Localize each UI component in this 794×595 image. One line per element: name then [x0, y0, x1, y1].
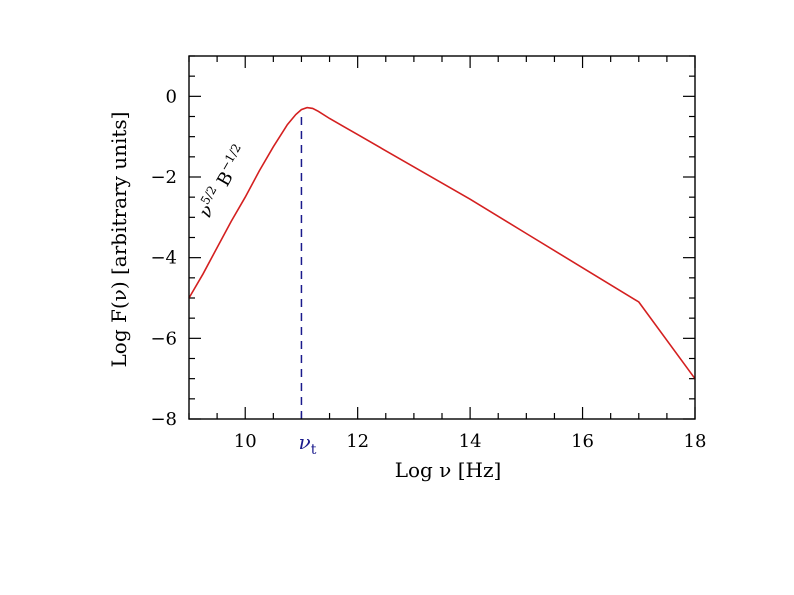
series-line: [188, 106, 696, 380]
plot-frame: [188, 55, 696, 420]
tick-labels: 10 12 14 16 18 −8 −6 −4 −2 0: [150, 86, 706, 452]
reference-label-base: ν: [299, 430, 311, 454]
x-tick-label: 14: [459, 431, 482, 452]
x-axis-label: Log ν [Hz]: [395, 458, 502, 482]
y-tick-label: −6: [150, 328, 177, 349]
y-tick-label: 0: [166, 86, 177, 107]
x-tick-label: 10: [234, 431, 257, 452]
x-tick-label: 16: [571, 431, 594, 452]
reference-label: νt: [299, 430, 317, 458]
x-tick-label: 18: [684, 431, 707, 452]
reference-label-sub: t: [311, 442, 317, 458]
tick-marks: [188, 55, 696, 420]
y-tick-label: −8: [150, 409, 177, 430]
y-tick-label: −4: [150, 248, 177, 269]
y-axis-label: Log F(ν) [arbitrary units]: [107, 112, 131, 368]
x-tick-label: 12: [346, 431, 369, 452]
y-tick-label: −2: [150, 167, 177, 188]
slope-annotation: ν5/2B−1/2: [192, 141, 252, 221]
annotation-sup-2: −1/2: [217, 141, 244, 173]
